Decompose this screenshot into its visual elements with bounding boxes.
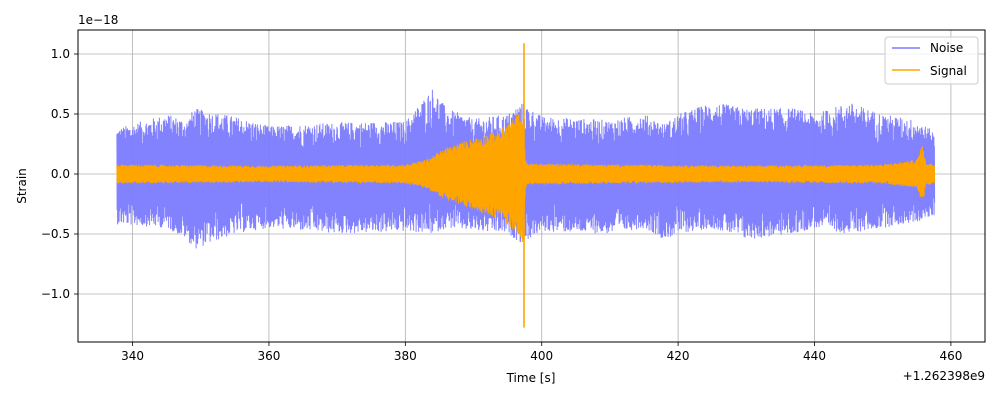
y-tick-label: 0.0 xyxy=(51,167,70,181)
x-tick-label: 340 xyxy=(121,349,144,363)
y-tick-label: −1.0 xyxy=(41,287,70,301)
y-tick-label: −0.5 xyxy=(41,227,70,241)
y-tick-label: 0.5 xyxy=(51,107,70,121)
x-offset-label: +1.262398e9 xyxy=(903,369,985,383)
y-tick-label: 1.0 xyxy=(51,47,70,61)
legend-label-signal: Signal xyxy=(930,64,967,78)
plot-area xyxy=(116,43,936,328)
plot-frame xyxy=(77,29,986,343)
series-line-signal xyxy=(116,108,936,242)
y-axis-ticks: 1.0 0.5 0.0 −0.5 −1.0 xyxy=(41,47,78,301)
x-tick-label: 400 xyxy=(530,349,553,363)
x-axis-title: Time [s] xyxy=(506,371,556,385)
legend-label-noise: Noise xyxy=(930,41,963,55)
y-axis-title: Strain xyxy=(15,168,29,204)
legend: Noise Signal xyxy=(884,36,979,85)
x-tick-label: 440 xyxy=(803,349,826,363)
x-tick-label: 460 xyxy=(939,349,962,363)
series-layer xyxy=(116,43,936,328)
x-tick-label: 360 xyxy=(257,349,280,363)
x-tick-label: 380 xyxy=(394,349,417,363)
y-scale-label: 1e−18 xyxy=(78,13,118,27)
x-axis-ticks: 340 360 380 400 420 440 460 xyxy=(121,342,962,363)
x-tick-label: 420 xyxy=(667,349,690,363)
